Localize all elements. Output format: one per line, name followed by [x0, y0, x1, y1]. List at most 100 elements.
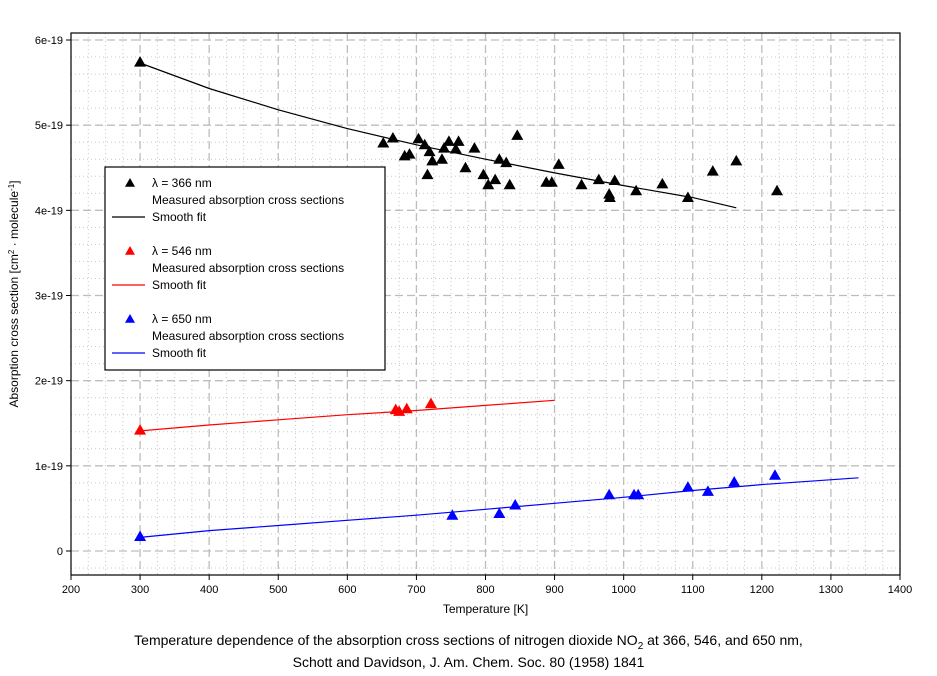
x-tick-label: 500 — [269, 584, 287, 596]
data-point — [771, 184, 784, 196]
data-point — [509, 499, 522, 510]
x-tick-label: 600 — [338, 584, 356, 596]
x-tick-label: 1400 — [888, 584, 912, 596]
data-point — [442, 135, 455, 146]
series-layer — [134, 56, 859, 542]
x-tick-label: 200 — [62, 584, 80, 596]
data-point — [386, 131, 399, 143]
data-point — [418, 138, 431, 150]
y-axis-title-sup1: 2 — [7, 249, 16, 254]
x-axis-ticks: 200 300 400 500 600 700 800 900 1000 1100 1200 1300… — [62, 575, 912, 596]
data-point — [489, 173, 502, 185]
legend-series-name: λ = 546 nm — [152, 244, 212, 258]
legend-marker-label: Measured absorption cross sections — [152, 193, 344, 207]
series-0 — [134, 56, 784, 209]
y-tick-label: 6e-19 — [35, 35, 63, 47]
legend-marker-icon — [125, 314, 135, 323]
data-point — [603, 191, 616, 203]
data-point — [134, 530, 147, 542]
y-axis-title: Absorption cross section [cm2 · molecule… — [7, 180, 22, 407]
x-axis-title: Temperature [K] — [443, 602, 528, 616]
data-point — [603, 488, 616, 500]
y-tick-label: 3e-19 — [35, 291, 63, 303]
data-point — [446, 509, 459, 520]
y-axis-ticks: 0 1e-19 2e-19 3e-19 4e-19 5e-19 6e-19 — [35, 35, 71, 558]
data-point — [681, 481, 694, 492]
caption-line-2: Schott and Davidson, J. Am. Chem. Soc. 8… — [292, 654, 645, 670]
legend-entry-0: λ = 366 nm Measured absorption cross sect… — [112, 176, 344, 224]
data-point — [452, 135, 465, 146]
data-point — [592, 173, 605, 185]
y-axis-title-main: Absorption cross section [cm — [7, 254, 21, 407]
y-tick-label: 0 — [57, 546, 63, 558]
data-point — [545, 176, 558, 187]
legend-marker-icon — [125, 178, 135, 187]
legend-marker-label: Measured absorption cross sections — [152, 261, 344, 275]
data-point — [421, 168, 434, 180]
x-tick-label: 400 — [200, 584, 218, 596]
legend-marker-label: Measured absorption cross sections — [152, 329, 344, 343]
data-point — [134, 56, 147, 67]
data-point — [503, 178, 516, 190]
legend-marker-icon — [125, 246, 135, 255]
data-point — [468, 142, 481, 153]
y-axis-title-end: ] — [7, 180, 21, 183]
x-tick-label: 1300 — [819, 584, 843, 596]
data-point — [424, 397, 437, 409]
caption-line-1-end: at 366, 546, and 650 nm, — [643, 632, 803, 648]
caption-line-1-text: Temperature dependence of the absorption… — [134, 632, 638, 648]
y-tick-label: 5e-19 — [35, 120, 63, 132]
x-tick-label: 1100 — [681, 584, 705, 596]
caption-line-1: Temperature dependence of the absorption… — [0, 632, 937, 652]
data-point — [435, 153, 448, 164]
data-point — [511, 129, 524, 140]
series-2 — [134, 469, 859, 542]
data-point — [482, 178, 495, 190]
legend-fit-label: Smooth fit — [152, 210, 207, 224]
x-tick-label: 700 — [407, 584, 425, 596]
fit-line — [140, 399, 555, 432]
data-point — [701, 485, 714, 496]
x-tick-label: 800 — [476, 584, 494, 596]
x-tick-label: 1200 — [750, 584, 774, 596]
data-point — [575, 178, 588, 190]
y-tick-label: 4e-19 — [35, 205, 63, 217]
legend-series-name: λ = 650 nm — [152, 312, 212, 326]
y-tick-label: 1e-19 — [35, 461, 63, 473]
data-point — [632, 488, 645, 500]
legend-fit-label: Smooth fit — [152, 346, 207, 360]
data-point — [730, 154, 743, 166]
data-point — [403, 148, 416, 159]
data-point — [768, 469, 781, 480]
legend-box — [104, 166, 386, 371]
data-point — [400, 402, 413, 414]
x-tick-label: 900 — [545, 584, 563, 596]
data-point — [459, 161, 472, 173]
data-point — [134, 424, 147, 435]
legend-series-name: λ = 366 nm — [152, 176, 212, 190]
data-point — [608, 174, 621, 186]
data-point — [552, 158, 565, 169]
legend-fit-label: Smooth fit — [152, 278, 207, 292]
data-point — [706, 165, 719, 176]
legend-entry-1: λ = 546 nm Measured absorption cross sect… — [112, 244, 344, 292]
fit-line — [140, 477, 859, 538]
y-axis-title-sup2: -1 — [7, 183, 16, 191]
data-point — [493, 153, 506, 164]
data-point — [728, 476, 741, 487]
series-1 — [134, 397, 555, 435]
data-point — [500, 156, 513, 168]
y-tick-label: 2e-19 — [35, 376, 63, 388]
y-axis-title-mid: · molecule — [7, 191, 21, 250]
data-point — [681, 191, 694, 203]
data-point — [449, 143, 462, 154]
data-point — [493, 507, 506, 519]
data-point — [656, 177, 669, 189]
legend-entry-2: λ = 650 nm Measured absorption cross sect… — [112, 312, 344, 360]
data-point — [477, 168, 490, 180]
data-point — [377, 137, 390, 148]
data-point — [438, 142, 451, 153]
major-gridlines — [71, 33, 900, 575]
data-point — [423, 145, 436, 157]
